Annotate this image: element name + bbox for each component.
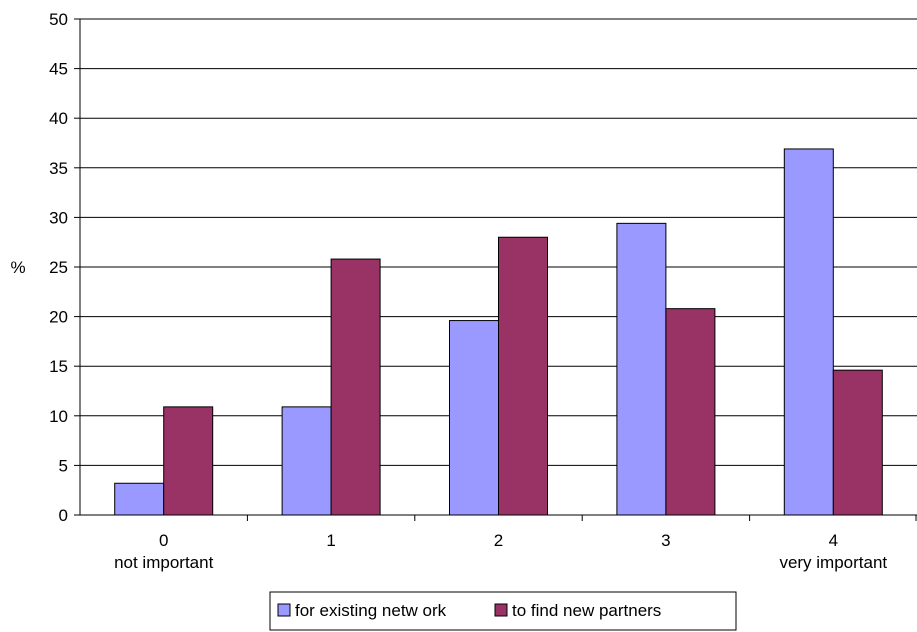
bar: [616, 222, 667, 516]
y-tick-label: 50: [49, 10, 68, 29]
bar: [498, 236, 548, 516]
x-tick-label: 1: [326, 531, 335, 550]
x-tick-label: 2: [494, 531, 503, 550]
x-tick-label: 0: [159, 531, 168, 550]
legend: for existing netw ork to find new partner…: [269, 591, 737, 631]
x-tick-sublabel: very important: [779, 553, 887, 572]
bar: [330, 258, 381, 516]
x-tick-label: 3: [661, 531, 670, 550]
bar: [665, 308, 716, 516]
legend-swatch: [494, 603, 508, 617]
bar: [281, 406, 332, 516]
y-tick-label: 40: [49, 109, 68, 128]
bar: [449, 320, 499, 516]
bar: [783, 148, 834, 516]
y-tick-label: 25: [49, 258, 68, 277]
axes: 0 5 10 15 20 25 30 35 40 45 50 0 not important 1 2 3 4 ve…: [49, 10, 917, 572]
y-tick-label: 30: [49, 208, 68, 227]
y-axis-title: %: [10, 258, 25, 277]
legend-label: to find new partners: [512, 601, 661, 620]
x-tick-sublabel: not important: [114, 553, 213, 572]
legend-label: for existing netw ork: [295, 601, 447, 620]
y-tick-label: 5: [59, 456, 68, 475]
y-tick-label: 45: [49, 60, 68, 79]
legend-swatch: [277, 603, 291, 617]
y-tick-label: 35: [49, 159, 68, 178]
y-tick-label: 15: [49, 357, 68, 376]
bar: [114, 482, 165, 516]
y-tick-label: 0: [59, 506, 68, 525]
bar: [163, 406, 214, 516]
x-tick-label: 4: [829, 531, 838, 550]
bars: [114, 148, 883, 516]
y-tick-label: 10: [49, 407, 68, 426]
y-tick-label: 20: [49, 308, 68, 327]
bar: [832, 369, 883, 516]
